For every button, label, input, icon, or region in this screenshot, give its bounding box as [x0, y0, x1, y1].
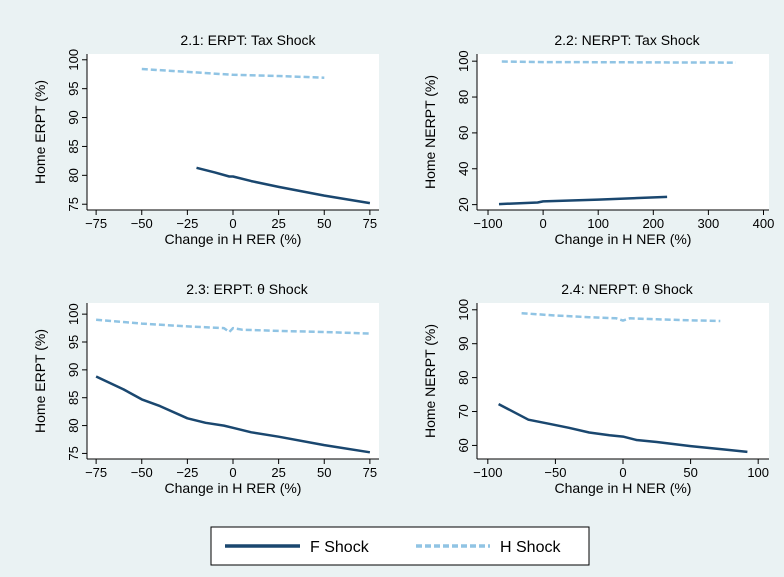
x-tick-label: 100: [587, 216, 609, 231]
y-tick-label: 80: [66, 418, 81, 432]
x-tick-label: 400: [753, 216, 775, 231]
y-tick-label: 80: [456, 370, 471, 384]
y-axis-label: Home NERPT (%): [422, 324, 438, 438]
y-tick-label: 90: [66, 110, 81, 124]
y-tick-label: 20: [456, 197, 471, 211]
series-line-h-shock: [95, 318, 370, 335]
y-tick-label: 95: [66, 335, 81, 349]
plot-area: [87, 54, 379, 210]
y-tick-label: 95: [66, 81, 81, 95]
plot-area: [477, 303, 769, 459]
panel-1: 2.1: ERPT: Tax Shock −75 −50 −25 0 25 50 75 75 80…: [32, 32, 379, 247]
y-tick-label: 90: [66, 363, 81, 377]
x-tick-label: −75: [85, 465, 107, 480]
x-axis-label: Change in H RER (%): [165, 231, 302, 247]
y-tick-label: 80: [66, 168, 81, 182]
legend-label-h-shock: H Shock: [500, 539, 561, 556]
y-tick-label: 90: [456, 336, 471, 350]
y-axis-label: Home ERPT (%): [32, 80, 48, 184]
y-axis-label: Home ERPT (%): [32, 329, 48, 433]
x-tick-label: 50: [683, 465, 697, 480]
x-tick-label: 0: [619, 465, 626, 480]
x-tick-label: −100: [473, 465, 502, 480]
x-tick-label: −50: [544, 465, 566, 480]
series-line-f-shock: [196, 166, 371, 205]
x-tick-label: 0: [229, 216, 236, 231]
y-tick-label: 80: [456, 90, 471, 104]
y-tick-label: 40: [456, 162, 471, 176]
x-tick-label: 0: [229, 465, 236, 480]
x-tick-label: 200: [642, 216, 664, 231]
x-axis-label: Change in H RER (%): [165, 480, 302, 496]
x-tick-label: −25: [176, 465, 198, 480]
y-tick-label: 100: [456, 50, 471, 72]
y-axis-label: Home NERPT (%): [422, 75, 438, 189]
x-tick-label: 75: [363, 465, 377, 480]
y-tick-label: 100: [456, 299, 471, 321]
legend-label-f-shock: F Shock: [310, 539, 370, 556]
y-tick-label: 75: [66, 446, 81, 460]
y-tick-label: 60: [456, 438, 471, 452]
panel-2: 2.2: NERPT: Tax Shock −100 0 100 200 300 400 20…: [422, 32, 774, 247]
plot-area: [87, 303, 379, 459]
panel-title: 2.3: ERPT: θ Shock: [186, 281, 308, 297]
x-tick-label: 100: [747, 465, 769, 480]
panel-title: 2.1: ERPT: Tax Shock: [180, 32, 316, 48]
x-tick-label: −75: [85, 216, 107, 231]
x-tick-label: 50: [317, 465, 331, 480]
x-tick-label: −50: [131, 216, 153, 231]
y-tick-label: 100: [66, 49, 81, 71]
series-line-f-shock: [498, 195, 668, 206]
y-tick-label: 85: [66, 390, 81, 404]
y-tick-label: 85: [66, 139, 81, 153]
x-tick-label: 300: [698, 216, 720, 231]
x-tick-label: −100: [473, 216, 502, 231]
y-tick-label: 60: [456, 126, 471, 140]
x-axis-label: Change in H NER (%): [555, 480, 692, 496]
y-tick-label: 75: [66, 197, 81, 211]
x-tick-label: 25: [271, 216, 285, 231]
series-line-f-shock: [498, 402, 748, 454]
panel-4: 2.4: NERPT: θ Shock −100 −50 0 50 100 60 70 80 90…: [422, 281, 769, 496]
legend: F Shock H Shock: [210, 526, 590, 566]
series-line-h-shock: [501, 60, 736, 64]
x-tick-label: 50: [317, 216, 331, 231]
y-tick-label: 70: [456, 404, 471, 418]
plot-area: [477, 54, 769, 210]
series-line-f-shock: [95, 375, 371, 454]
series-line-h-shock: [141, 67, 325, 79]
panel-title: 2.4: NERPT: θ Shock: [561, 281, 694, 297]
x-axis-label: Change in H NER (%): [555, 231, 692, 247]
x-tick-label: 75: [363, 216, 377, 231]
x-tick-label: 25: [271, 465, 285, 480]
x-tick-label: −25: [176, 216, 198, 231]
x-tick-label: 0: [539, 216, 546, 231]
x-tick-label: −50: [131, 465, 153, 480]
panel-title: 2.2: NERPT: Tax Shock: [554, 32, 700, 48]
panel-3: 2.3: ERPT: θ Shock −75 −50 −25 0 25 50 75 75 80 85…: [32, 281, 379, 496]
series-line-h-shock: [521, 311, 721, 323]
y-tick-label: 100: [66, 303, 81, 325]
